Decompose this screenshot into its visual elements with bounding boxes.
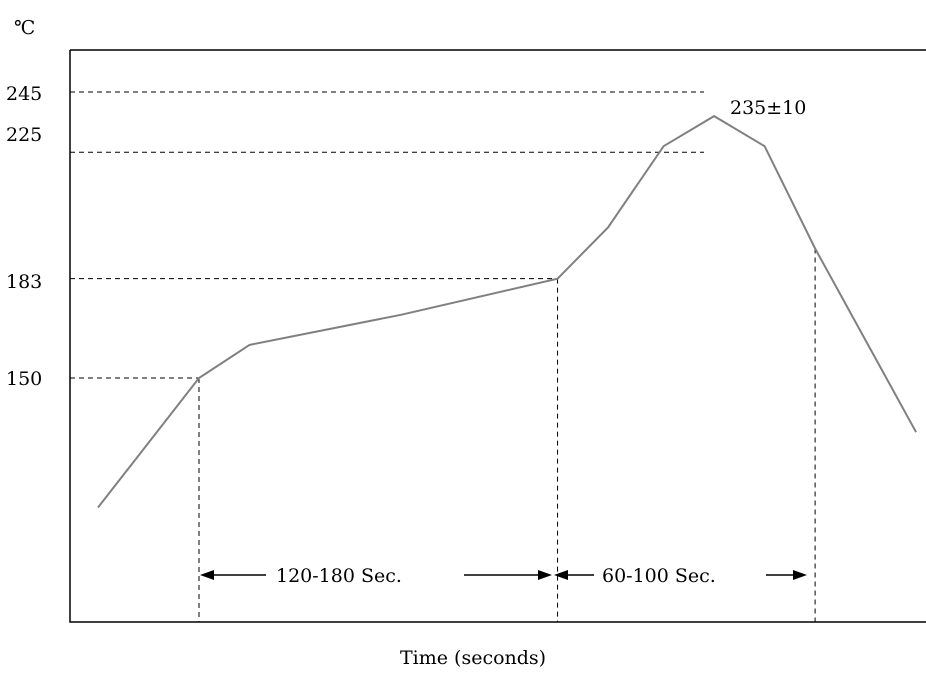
plot-frame [69, 49, 926, 623]
y-tick-225: 225 [6, 124, 42, 146]
phase2-label: 60-100 Sec. [602, 565, 716, 587]
phase1-label: 120-180 Sec. [276, 565, 402, 587]
y-tick-245: 245 [6, 83, 42, 105]
peak-annotation: 235±10 [730, 97, 806, 119]
y-axis-unit: ℃ [14, 17, 35, 39]
y-tick-183: 183 [6, 271, 42, 293]
phase2-arrow [554, 570, 807, 580]
phase1-arrow [200, 570, 552, 580]
temperature-profile-line [97, 114, 917, 509]
y-tick-150: 150 [6, 368, 42, 390]
x-axis-label: Time (seconds) [400, 647, 546, 669]
